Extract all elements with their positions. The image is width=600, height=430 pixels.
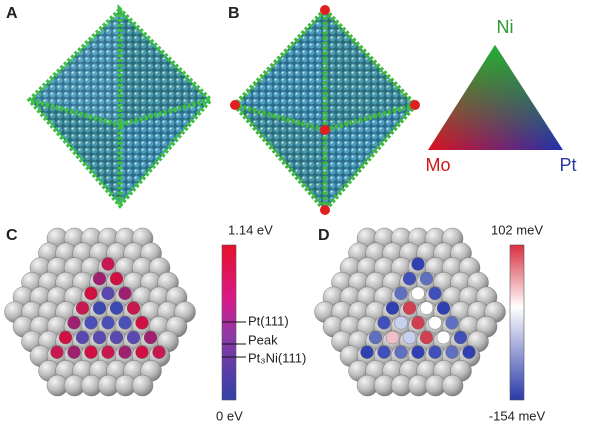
surface-atom	[92, 301, 107, 315]
atom	[131, 374, 154, 397]
surface-atom	[126, 330, 141, 345]
surface-atom	[385, 330, 400, 345]
surface-atom	[453, 330, 468, 345]
atom	[441, 374, 464, 397]
surface-atom	[411, 316, 425, 330]
surface-atom	[152, 345, 166, 359]
surface-atom	[428, 316, 442, 330]
surface-atom	[101, 345, 115, 359]
surface-atom	[118, 316, 132, 330]
surface-atom	[67, 316, 81, 330]
surface-atom	[402, 301, 417, 315]
surface-atom	[411, 286, 425, 301]
surface-atom	[445, 316, 459, 330]
surface-atom	[109, 301, 124, 315]
surface-atom	[360, 345, 374, 359]
surface-atom	[101, 286, 115, 301]
surface-atom	[126, 301, 141, 315]
cluster-c	[4, 227, 196, 397]
surface-atom	[419, 330, 434, 345]
surface-atom	[75, 301, 90, 315]
ternary-label: Pt	[559, 155, 576, 175]
surface-atom	[436, 330, 451, 345]
surface-atom	[118, 345, 132, 359]
colorbar-max: 1.14 eV	[228, 222, 273, 237]
surface-atom	[419, 301, 434, 315]
surface-atom	[135, 345, 149, 359]
surface-atom	[411, 345, 425, 359]
surface-atom	[436, 301, 451, 315]
surface-atom	[368, 330, 383, 345]
surface-atom	[462, 345, 476, 359]
surface-atom	[428, 345, 442, 359]
colorbar-min: 0 eV	[216, 408, 243, 423]
surface-atom	[394, 345, 408, 359]
surface-atom	[377, 345, 391, 359]
octahedron-b	[230, 3, 420, 215]
panel-label: C	[6, 227, 18, 244]
panel-label: A	[6, 5, 18, 22]
octahedron-a	[26, 3, 214, 209]
marker-label: Peak	[248, 332, 278, 347]
marker-label: Pt₃Ni(111)	[248, 350, 306, 365]
colorbar-max: 102 meV	[491, 222, 543, 237]
surface-atom	[377, 316, 391, 330]
surface-atom	[394, 286, 408, 301]
surface-atom	[428, 286, 442, 301]
surface-atom	[385, 301, 400, 315]
surface-atom	[84, 345, 98, 359]
surface-atom	[402, 272, 417, 286]
surface-atom	[84, 316, 98, 330]
surface-atom	[101, 257, 115, 271]
surface-atom	[118, 286, 132, 301]
surface-atom	[84, 286, 98, 301]
surface-atom	[92, 272, 107, 286]
ternary-label: Ni	[497, 17, 514, 37]
surface-atom	[411, 257, 425, 271]
colorbar-min: -154 meV	[489, 408, 546, 423]
surface-atom	[75, 330, 90, 345]
marker-label: Pt(111)	[248, 313, 289, 328]
surface-atom	[143, 330, 158, 345]
surface-atom	[419, 272, 434, 286]
surface-atom	[50, 345, 64, 359]
colorbar	[509, 244, 525, 401]
surface-atom	[58, 330, 73, 345]
surface-atom	[101, 316, 115, 330]
surface-atom	[109, 330, 124, 345]
cluster-d	[314, 227, 506, 397]
surface-atom	[92, 330, 107, 345]
surface-atom	[109, 272, 124, 286]
surface-atom	[402, 330, 417, 345]
panel-label: D	[318, 227, 330, 244]
surface-atom	[135, 316, 149, 330]
ternary-label: Mo	[425, 155, 450, 175]
ternary-triangle	[428, 45, 563, 150]
surface-atom	[394, 316, 408, 330]
panel-label: B	[228, 5, 240, 22]
surface-atom	[67, 345, 81, 359]
surface-atom	[445, 345, 459, 359]
